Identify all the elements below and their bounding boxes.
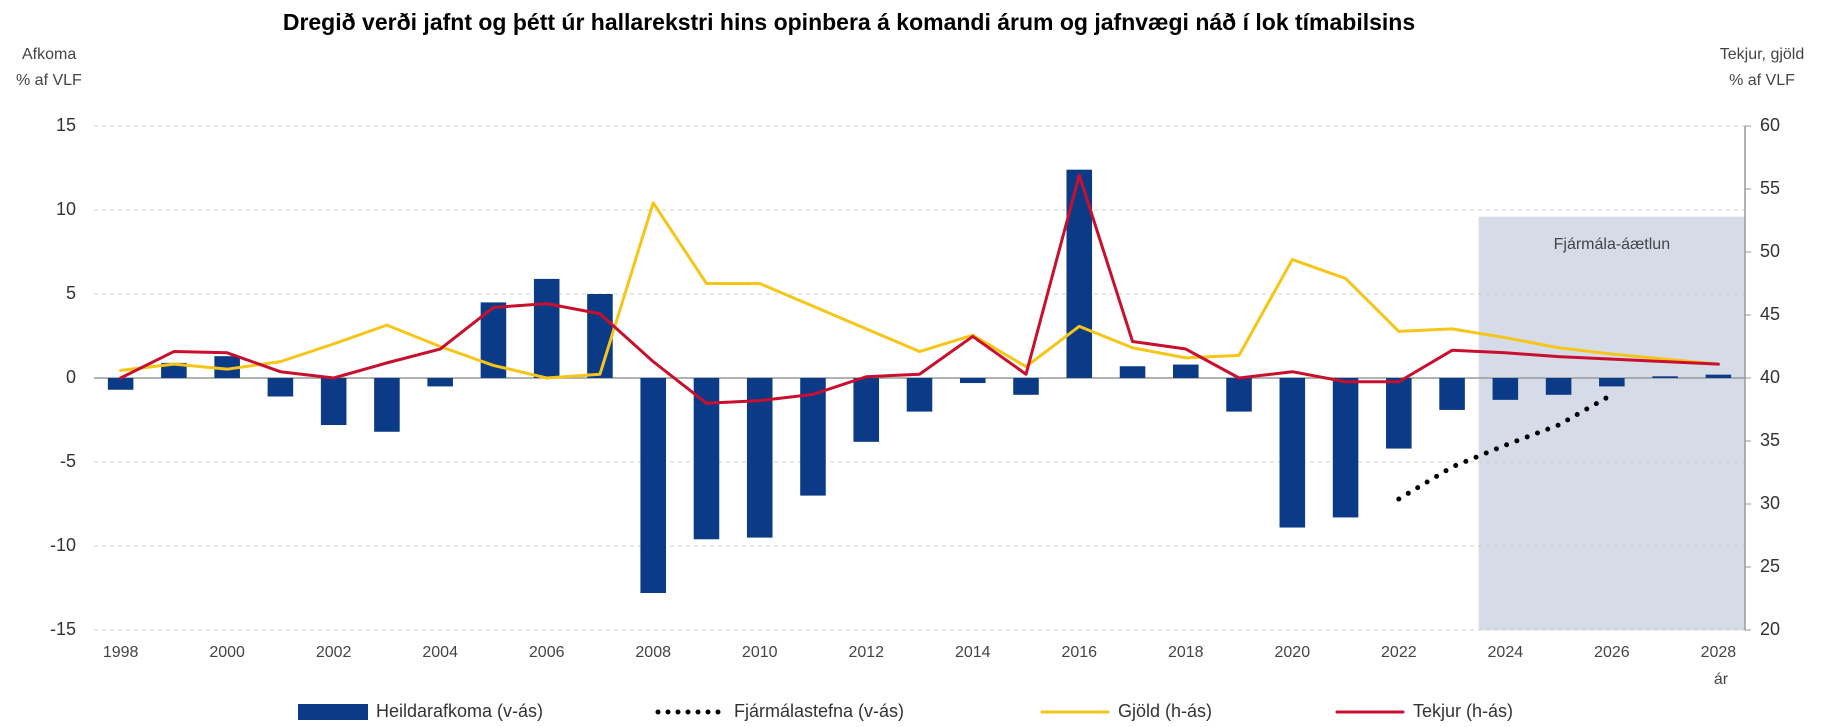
bar [587,294,613,378]
y-axis-label: % af VLF [16,72,82,89]
bar [1013,378,1039,395]
x-tick-label: 2002 [316,644,352,661]
x-tick-label: 2012 [848,644,884,661]
bar [853,378,880,442]
x-tick-label: 2018 [1168,644,1204,661]
chart-title: Dregið verði jafnt og þétt úr hallarekst… [283,9,1415,35]
legend-label: Gjöld (h-ás) [1118,701,1212,721]
y-tick-label: -15 [50,619,76,639]
y2-tick-label: 20 [1760,619,1780,639]
x-tick-label: 2024 [1488,644,1524,661]
bar [320,378,347,426]
line [119,201,1720,380]
y-tick-label: -10 [50,535,76,555]
bar [906,378,933,412]
y2-axis-label: Tekjur, gjöld [1720,46,1805,63]
y2-axis-label: % af VLF [1729,72,1795,89]
bar [800,378,826,496]
bar [1705,374,1732,378]
bar [1173,364,1199,378]
x-tick-label: 2026 [1594,644,1630,661]
forecast-region [1478,216,1745,630]
y-tick-label: 5 [66,283,76,303]
bar [1386,378,1412,449]
bar [533,278,560,378]
x-tick-label: 2022 [1381,644,1417,661]
y-tick-label: 15 [56,115,76,135]
bar [959,378,986,384]
bar [107,378,134,390]
bar [161,362,187,378]
y2-tick-label: 60 [1760,115,1780,135]
bar [1652,376,1678,378]
x-axis-label: ár [1714,671,1729,688]
bar [1332,378,1359,518]
x-tick-label: 1998 [103,644,139,661]
bar [427,378,453,387]
y2-tick-label: 35 [1760,430,1780,450]
x-tick-label: 2016 [1061,644,1097,661]
bar [374,378,400,432]
x-tick-label: 2008 [635,644,671,661]
bar [1119,366,1146,378]
bar [693,378,720,540]
line [1396,392,1615,502]
bar [1492,378,1519,400]
y2-tick-label: 55 [1760,178,1780,198]
x-tick-label: 2020 [1275,644,1311,661]
line [119,173,1720,405]
x-tick-label: 2010 [742,644,778,661]
bar [1545,378,1572,395]
x-tick-label: 2006 [529,644,565,661]
y2-tick-label: 40 [1760,367,1780,387]
bar [1226,378,1252,412]
x-tick-label: 2028 [1701,644,1737,661]
x-tick-label: 2004 [422,644,458,661]
bar [746,378,773,538]
legend-label: Heildarafkoma (v-ás) [376,701,543,721]
bar [640,378,666,594]
y-tick-label: -5 [60,451,76,471]
y2-tick-label: 50 [1760,241,1780,261]
legend-label: Tekjur (h-ás) [1413,701,1513,721]
y-tick-label: 10 [56,199,76,219]
bar [1439,378,1465,410]
y-axis-label: Afkoma [22,46,76,63]
legend-label: Fjármálastefna (v-ás) [734,701,904,721]
y-tick-label: 0 [66,367,76,387]
bar [1599,378,1625,387]
y2-tick-label: 25 [1760,556,1780,576]
bar [1279,378,1306,528]
legend-swatch [298,704,368,720]
x-tick-label: 2014 [955,644,991,661]
y2-tick-label: 30 [1760,493,1780,513]
x-tick-label: 2000 [209,644,245,661]
bar [214,356,240,378]
forecast-label: Fjármála-áætlun [1554,236,1670,253]
y2-tick-label: 45 [1760,304,1780,324]
bar [267,378,294,397]
